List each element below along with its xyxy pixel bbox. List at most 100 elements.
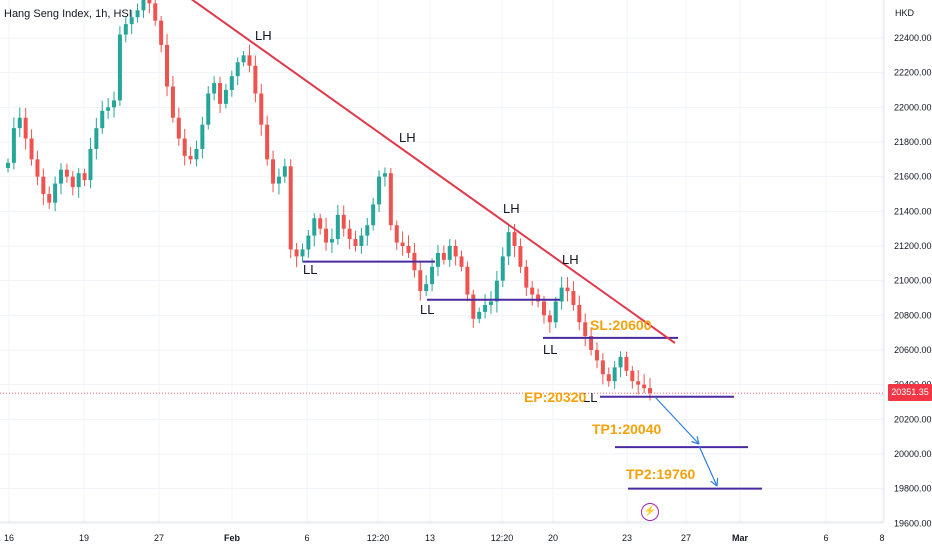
candle-body bbox=[377, 176, 382, 205]
candle-body bbox=[648, 388, 652, 394]
candle-body bbox=[247, 55, 252, 66]
candle-body bbox=[624, 356, 629, 371]
candle-body bbox=[29, 138, 34, 160]
candle-body bbox=[100, 110, 105, 129]
candle-body bbox=[353, 239, 358, 246]
candle-body bbox=[188, 155, 193, 160]
time-tick-label: 27 bbox=[681, 533, 691, 543]
candle-body bbox=[600, 360, 605, 375]
time-tick-label: 12:20 bbox=[367, 533, 390, 543]
time-tick-label: 23 bbox=[622, 533, 632, 543]
candle-body bbox=[41, 176, 46, 194]
candle-body bbox=[524, 266, 529, 288]
grid bbox=[0, 0, 884, 524]
annotations: LH LH LH LH LL LL LL LL SL:20600 EP:20320 TP1:2004… bbox=[255, 28, 695, 482]
candle-body bbox=[59, 169, 64, 184]
price-tick-label: 20800.00 bbox=[894, 310, 932, 320]
currency-label: HKD bbox=[894, 8, 914, 18]
candle-body bbox=[618, 356, 623, 368]
swing-label-lh: LH bbox=[255, 28, 272, 43]
level-label: SL:20600 bbox=[590, 317, 652, 333]
candle-body bbox=[218, 83, 223, 104]
price-axis: 19600.0019800.0020000.0020200.0020400.00… bbox=[883, 0, 932, 528]
candle-body bbox=[324, 228, 329, 243]
price-tick-label: 22200.00 bbox=[894, 68, 932, 78]
candle-body bbox=[123, 24, 128, 35]
candle-body bbox=[453, 246, 458, 257]
candle-body bbox=[265, 124, 270, 160]
price-tick-label: 20200.00 bbox=[894, 414, 932, 424]
time-tick-label: 12:20 bbox=[491, 533, 514, 543]
candle-body bbox=[341, 214, 346, 229]
candle-body bbox=[506, 232, 511, 257]
candle-body bbox=[371, 204, 376, 226]
candle-body bbox=[165, 44, 170, 87]
candle-body bbox=[471, 294, 476, 319]
candle-body bbox=[94, 128, 99, 149]
candle-body bbox=[541, 301, 546, 316]
candle-body bbox=[47, 194, 52, 203]
candle-body bbox=[6, 162, 10, 168]
candle-body bbox=[406, 246, 411, 253]
candle-body bbox=[53, 183, 58, 203]
candles bbox=[6, 0, 652, 401]
candle-body bbox=[206, 93, 211, 125]
price-tick-label: 21600.00 bbox=[894, 172, 932, 182]
candle-body bbox=[141, 0, 146, 11]
candle-body bbox=[312, 218, 317, 236]
candle-body bbox=[11, 128, 16, 163]
candle-body bbox=[359, 235, 364, 246]
candle-body bbox=[459, 256, 464, 267]
candle-body bbox=[153, 3, 158, 21]
arrow-head bbox=[696, 436, 700, 445]
current-price-tag: 20351.35 bbox=[888, 384, 932, 401]
candle-body bbox=[565, 287, 570, 292]
candle-body bbox=[518, 246, 523, 267]
candle-body bbox=[329, 239, 334, 243]
projection-arrow bbox=[698, 445, 718, 487]
level-label: TP2:19760 bbox=[626, 466, 695, 482]
candle-body bbox=[630, 370, 635, 382]
swing-label-lh: LH bbox=[503, 201, 520, 216]
price-tick-label: 21400.00 bbox=[894, 206, 932, 216]
time-tick-label: 20 bbox=[548, 533, 558, 543]
candle-body bbox=[606, 374, 611, 382]
candle-body bbox=[223, 90, 228, 104]
candle-body bbox=[23, 117, 28, 139]
candle-body bbox=[553, 301, 558, 323]
candle-body bbox=[636, 381, 641, 385]
candle-body bbox=[135, 10, 140, 18]
lightning-icon[interactable]: ⚡ bbox=[641, 503, 659, 521]
candle-body bbox=[194, 148, 199, 160]
candle-body bbox=[388, 173, 393, 226]
candle-body bbox=[382, 173, 387, 177]
time-tick-label: 13 bbox=[425, 533, 435, 543]
price-tick-label: 19600.00 bbox=[894, 518, 932, 528]
candle-body bbox=[571, 291, 576, 305]
candle-body bbox=[365, 225, 370, 236]
candle-body bbox=[288, 166, 293, 250]
candle-body bbox=[70, 176, 75, 188]
time-tick-label: 6 bbox=[304, 533, 309, 543]
candle-body bbox=[117, 34, 122, 101]
time-tick-label: 16 bbox=[4, 533, 14, 543]
candle-body bbox=[577, 304, 582, 323]
candle-body bbox=[418, 270, 423, 292]
candle-body bbox=[400, 242, 405, 246]
candle-body bbox=[347, 228, 352, 240]
candle-body bbox=[176, 117, 181, 139]
candle-body bbox=[612, 367, 617, 382]
candle-body bbox=[17, 117, 22, 129]
candle-body bbox=[64, 169, 69, 177]
candle-body bbox=[559, 287, 564, 302]
candle-body bbox=[241, 55, 246, 63]
candle-body bbox=[512, 232, 517, 246]
candle-body bbox=[253, 65, 258, 94]
candle-body bbox=[294, 249, 299, 257]
arrow-head bbox=[716, 477, 719, 487]
candle-body bbox=[147, 0, 152, 4]
price-tick-label: 20600.00 bbox=[894, 345, 932, 355]
time-tick-label: 27 bbox=[154, 533, 164, 543]
